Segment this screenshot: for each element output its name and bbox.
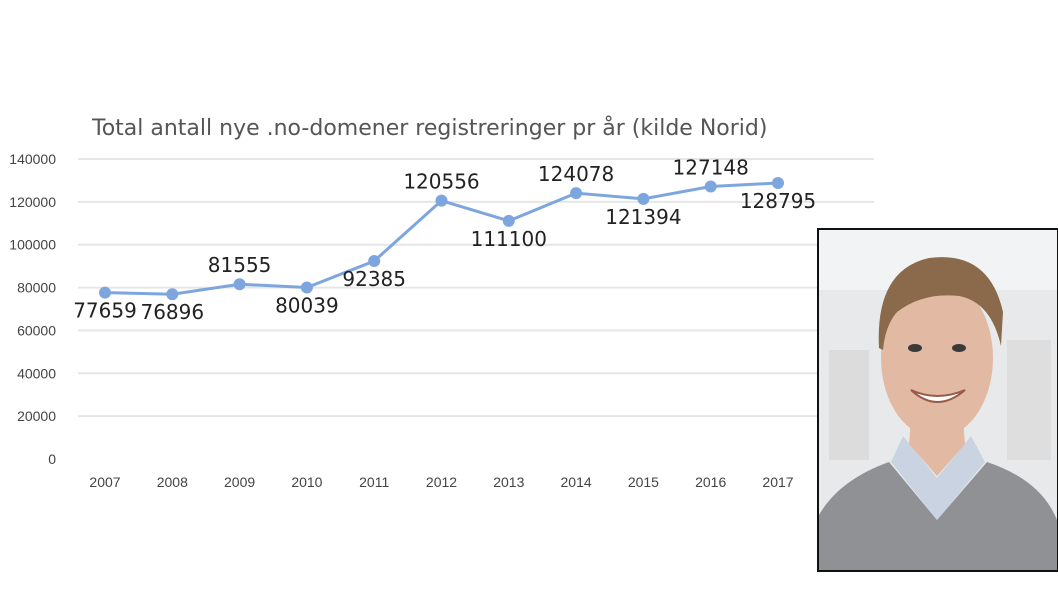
- data-label: 80039: [275, 293, 339, 317]
- y-tick-label: 140000: [9, 151, 56, 167]
- data-label: 92385: [342, 267, 406, 291]
- data-point: [502, 214, 515, 227]
- y-tick-label: 80000: [17, 280, 56, 296]
- x-tick-label: 2013: [493, 474, 524, 490]
- data-points: [99, 177, 784, 301]
- x-tick-label: 2011: [359, 474, 389, 490]
- x-axis-ticks: 2007 2008 2009 2010 2011 2012 2013 2014 2015 2016…: [89, 474, 793, 490]
- chart-title: Total antall nye .no-domener registrerin…: [91, 115, 767, 141]
- data-label: 128795: [740, 189, 816, 213]
- photo-eye-left: [908, 344, 922, 352]
- x-tick-label: 2012: [426, 474, 457, 490]
- photo-hair: [878, 257, 1003, 350]
- data-point: [99, 286, 111, 299]
- y-tick-label: 40000: [17, 365, 56, 381]
- x-tick-label: 2010: [291, 474, 322, 490]
- x-tick-label: 2014: [561, 474, 592, 490]
- y-tick-label: 100000: [9, 237, 56, 253]
- x-tick-label: 2015: [628, 474, 659, 490]
- y-tick-label: 0: [48, 451, 56, 467]
- y-tick-label: 120000: [9, 194, 56, 210]
- data-label: 121394: [605, 205, 681, 229]
- data-label: 81555: [208, 253, 272, 277]
- photo-smile: [910, 389, 966, 403]
- data-label: 76896: [140, 300, 204, 324]
- photo-shelf: [829, 350, 869, 460]
- data-point: [570, 187, 583, 200]
- data-point: [637, 192, 650, 205]
- data-point: [704, 180, 717, 193]
- y-axis-ticks: 0 20000 40000 60000 80000 100000 120000 140000: [9, 151, 56, 467]
- photo-shelf: [1007, 340, 1051, 460]
- x-tick-label: 2008: [157, 474, 188, 490]
- data-label: 120556: [403, 170, 479, 194]
- data-label: 111100: [471, 227, 547, 251]
- person-photo: [817, 228, 1058, 572]
- data-point: [233, 278, 246, 291]
- photo-face: [881, 278, 993, 438]
- data-label: 77659: [73, 299, 137, 323]
- data-point: [166, 288, 179, 301]
- photo-shirt-collar: [891, 436, 985, 520]
- y-tick-label: 20000: [17, 408, 56, 424]
- data-point: [435, 194, 448, 207]
- x-tick-label: 2009: [224, 474, 255, 490]
- data-point: [368, 255, 381, 268]
- data-point: [772, 177, 784, 190]
- x-tick-label: 2007: [89, 474, 120, 490]
- photo-eye-right: [952, 344, 966, 352]
- y-tick-label: 60000: [17, 322, 56, 338]
- data-point: [300, 281, 313, 294]
- x-tick-label: 2017: [762, 474, 793, 490]
- data-label: 124078: [538, 162, 614, 186]
- x-tick-label: 2016: [695, 474, 726, 490]
- data-label: 127148: [673, 156, 749, 180]
- photo-sweater: [819, 462, 1057, 570]
